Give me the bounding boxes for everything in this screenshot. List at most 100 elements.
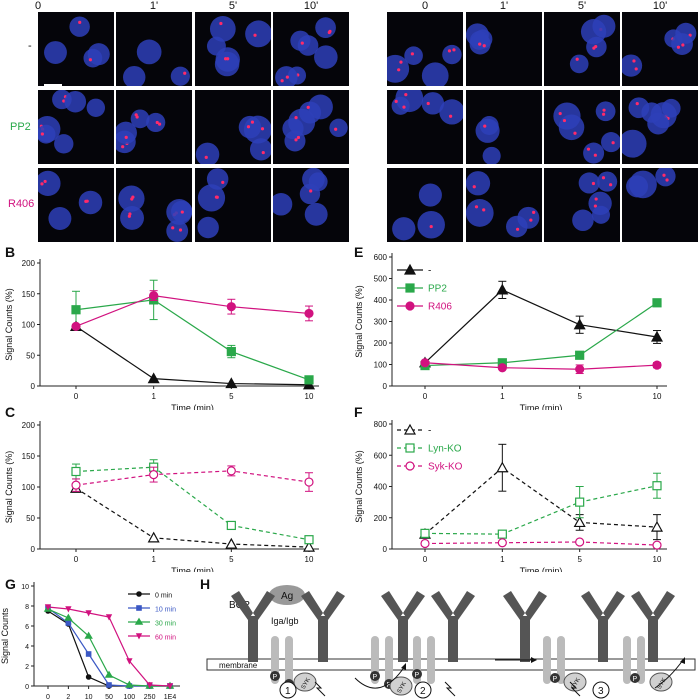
iga-igb	[637, 636, 645, 684]
micrograph-cell	[38, 90, 114, 164]
bcr-arm	[323, 591, 345, 620]
nucleus	[69, 16, 90, 37]
chart-f: 0 200 400 600 800 0 1 5 10 Time (min) Signal Count…	[354, 420, 667, 572]
y-tick-label: 0	[31, 545, 36, 554]
nucleus	[38, 170, 61, 197]
y-tick-label: 300	[374, 318, 388, 327]
panel-label-b: B	[5, 244, 16, 260]
data-point	[71, 480, 81, 490]
signal-dot	[328, 29, 332, 33]
nucleus	[569, 54, 589, 74]
nucleus	[245, 20, 271, 48]
data-point	[420, 528, 430, 538]
data-point	[573, 516, 586, 528]
data-point	[496, 283, 509, 295]
y-tick-label: 200	[22, 259, 36, 268]
series-line	[75, 325, 310, 386]
data-point	[304, 375, 314, 385]
chart-c: 0 50 100 150 200 0 1 5 10 Time (min) Signal Counts…	[4, 421, 319, 572]
micrograph-image	[38, 90, 106, 154]
syk-label: SYK	[571, 677, 582, 690]
panel-label-f: F	[354, 404, 363, 420]
signal-dot	[635, 102, 639, 106]
col-header: 1'	[149, 0, 159, 12]
x-tick-label: 0	[423, 555, 428, 564]
signal-dot	[43, 179, 47, 184]
bcr-arm	[525, 591, 547, 620]
series	[69, 320, 316, 390]
signal-dot	[131, 195, 135, 199]
signal-dot	[285, 75, 289, 79]
y-axis-label: Signal Counts (%)	[354, 285, 364, 358]
x-tick-label: 10	[653, 555, 662, 564]
bcr-arm	[381, 591, 403, 620]
x-axis-label: Time (min)	[520, 566, 563, 572]
nucleus	[479, 116, 499, 135]
col-header: 0	[421, 0, 429, 12]
y-tick-label: 600	[374, 451, 388, 460]
phospho-label: P	[415, 672, 420, 679]
x-tick-label: 10	[305, 392, 314, 401]
signal-dot	[178, 228, 183, 232]
data-point	[405, 301, 415, 311]
micrograph-cell	[466, 168, 542, 242]
data-point	[403, 263, 417, 275]
nucleus	[329, 118, 348, 138]
x-tick-label: 1	[500, 555, 505, 564]
series-line	[424, 541, 658, 546]
bcr-arm	[653, 591, 675, 620]
x-tick-label: 50	[105, 694, 113, 700]
bcr-stem	[448, 616, 458, 662]
signal-dot	[253, 33, 257, 37]
x-axis-label: Time (min)	[171, 566, 214, 572]
signal-dot	[483, 124, 487, 128]
col-header: 0	[34, 0, 42, 12]
data-point	[226, 520, 236, 531]
bcr-stem	[598, 616, 608, 662]
phospho-site	[630, 673, 640, 683]
nucleus	[572, 209, 594, 232]
data-point	[85, 651, 92, 657]
bcr-stem	[318, 616, 328, 662]
nucleus	[195, 142, 220, 164]
data-point	[226, 466, 236, 476]
series-line	[75, 466, 310, 541]
y-tick-label: 200	[22, 421, 36, 430]
x-tick-label: 0	[74, 555, 79, 564]
nucleus	[418, 183, 442, 207]
signal-dot	[78, 20, 82, 24]
series-line	[424, 466, 658, 535]
signal-dot	[402, 105, 406, 109]
x-tick-label: 10	[85, 694, 93, 700]
micrograph-image	[116, 109, 166, 154]
x-tick-label: 0	[46, 694, 50, 700]
y-tick-label: 150	[22, 452, 36, 461]
y-tick-label: 400	[374, 296, 388, 305]
data-point	[302, 540, 316, 552]
nucleus	[209, 16, 236, 42]
signal-dot	[611, 141, 615, 145]
bcr-arm	[453, 591, 475, 620]
data-point	[304, 308, 314, 319]
y-tick-label: 800	[374, 420, 388, 429]
signal-dot	[404, 93, 408, 97]
series-line	[424, 485, 658, 535]
data-point	[226, 302, 236, 312]
x-tick-label: 1	[151, 555, 156, 564]
signal-dot	[40, 132, 44, 136]
step-3-label: 3	[598, 686, 604, 697]
data-point	[135, 633, 143, 640]
bcr-arm	[503, 591, 525, 620]
signal-dot	[575, 57, 579, 61]
phospho-label: P	[633, 676, 638, 683]
iga-igb	[385, 636, 393, 684]
nucleus	[391, 96, 410, 115]
signal-dot	[482, 44, 486, 48]
data-point	[71, 305, 81, 315]
signal-dot	[601, 176, 606, 180]
nucleus	[597, 171, 618, 192]
syk-label: SYK	[397, 681, 408, 694]
nucleus	[421, 92, 445, 115]
micrograph-cell	[116, 90, 192, 164]
x-tick-label: 250	[144, 694, 156, 700]
